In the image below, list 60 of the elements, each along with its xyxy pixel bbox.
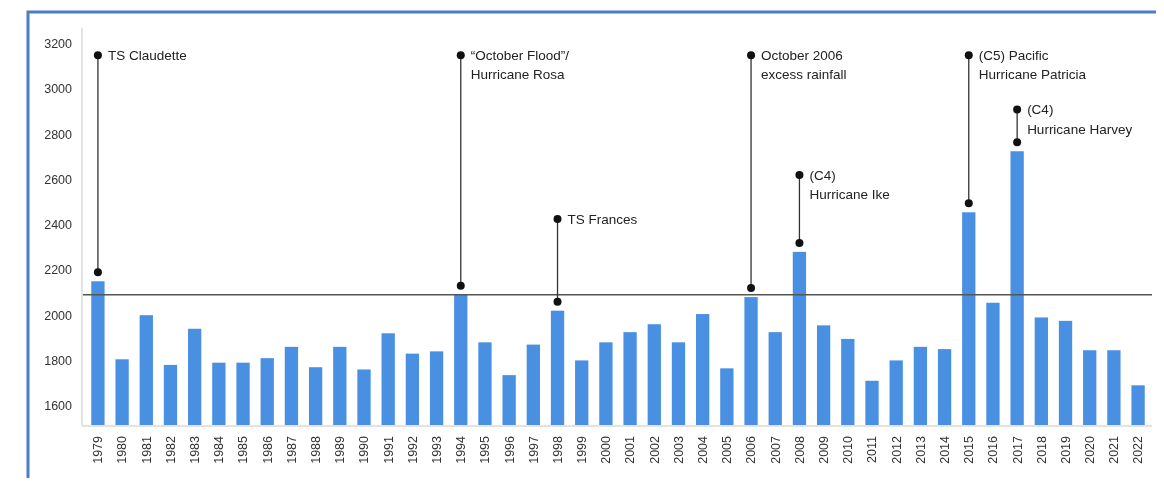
x-tick-label: 2009 (816, 435, 831, 464)
y-tick-label: 2800 (44, 127, 73, 142)
y-tick-label: 2200 (44, 263, 73, 278)
x-tick-label: 1990 (357, 435, 372, 464)
x-tick-label: 2000 (599, 435, 614, 464)
annotation: (C4) Hurricane Harvey (1027, 102, 1133, 137)
x-tick-label: 1992 (405, 435, 420, 464)
annotation: (C4) Hurricane Ike (809, 167, 890, 203)
annotation: TS Claudette (107, 47, 187, 63)
x-tick-label: 1981 (139, 435, 154, 464)
x-tick-label: 1986 (260, 435, 275, 464)
x-tick-label: 1995 (478, 435, 493, 464)
x-tick-label: 2003 (671, 435, 686, 464)
x-tick-label: 1991 (381, 435, 396, 464)
annotation: TS Frances (567, 211, 638, 227)
y-tick-label: 3000 (44, 82, 73, 97)
x-tick-label: 1994 (454, 435, 469, 464)
x-tick-label: 1989 (333, 435, 348, 464)
x-tick-label: 2013 (913, 435, 928, 464)
x-tick-label: 2014 (937, 435, 952, 464)
x-tick-label: 2004 (696, 435, 711, 464)
x-tick-label: 1983 (188, 435, 203, 464)
x-tick-label: 2012 (889, 435, 904, 464)
x-tick-label: 2019 (1058, 435, 1073, 464)
x-tick-label: 2002 (647, 435, 662, 464)
y-tick-label: 2600 (44, 172, 73, 187)
x-tick-label: 2022 (1131, 435, 1146, 464)
x-tick-label: 1987 (284, 435, 299, 464)
x-tick-label: 1984 (212, 435, 227, 464)
x-tick-label: 2020 (1083, 435, 1098, 464)
x-tick-label: 2008 (792, 435, 807, 464)
x-tick-label: 1997 (526, 435, 541, 464)
x-tick-label: 1993 (429, 435, 444, 464)
y-tick-label: 1800 (44, 353, 73, 368)
y-tick-label: 2000 (44, 308, 73, 323)
x-tick-label: 2006 (744, 435, 759, 464)
x-tick-label: 2018 (1034, 435, 1049, 464)
x-tick-label: 1999 (575, 435, 590, 464)
x-tick-label: 2001 (623, 435, 638, 464)
x-tick-label: 2017 (1010, 435, 1025, 464)
y-tick-label: 1600 (44, 399, 73, 414)
x-tick-label: 2016 (986, 435, 1001, 464)
y-tick-label: 3200 (44, 37, 73, 52)
x-tick-label: 2011 (865, 435, 880, 463)
annotation: (C5) Pacific Hurricane Patricia (978, 47, 1087, 83)
annotation: “October Flood”/ Hurricane Rosa (470, 47, 570, 83)
x-tick-label: 1998 (550, 435, 565, 464)
y-tick-label: 2400 (44, 218, 73, 233)
x-tick-label: 1979 (91, 435, 106, 464)
annotation: October 2006 excess rainfall (761, 47, 847, 83)
x-tick-label: 2007 (768, 435, 783, 464)
x-tick-label: 2010 (841, 435, 856, 464)
x-tick-label: 1980 (115, 435, 130, 464)
x-tick-label: 1996 (502, 435, 517, 464)
x-tick-label: 1985 (236, 435, 251, 464)
x-tick-label: 1982 (163, 435, 178, 464)
x-tick-label: 2005 (720, 435, 735, 464)
x-tick-label: 2021 (1107, 435, 1122, 464)
x-tick-label: 1988 (309, 435, 323, 464)
x-tick-label: 2015 (962, 435, 977, 464)
